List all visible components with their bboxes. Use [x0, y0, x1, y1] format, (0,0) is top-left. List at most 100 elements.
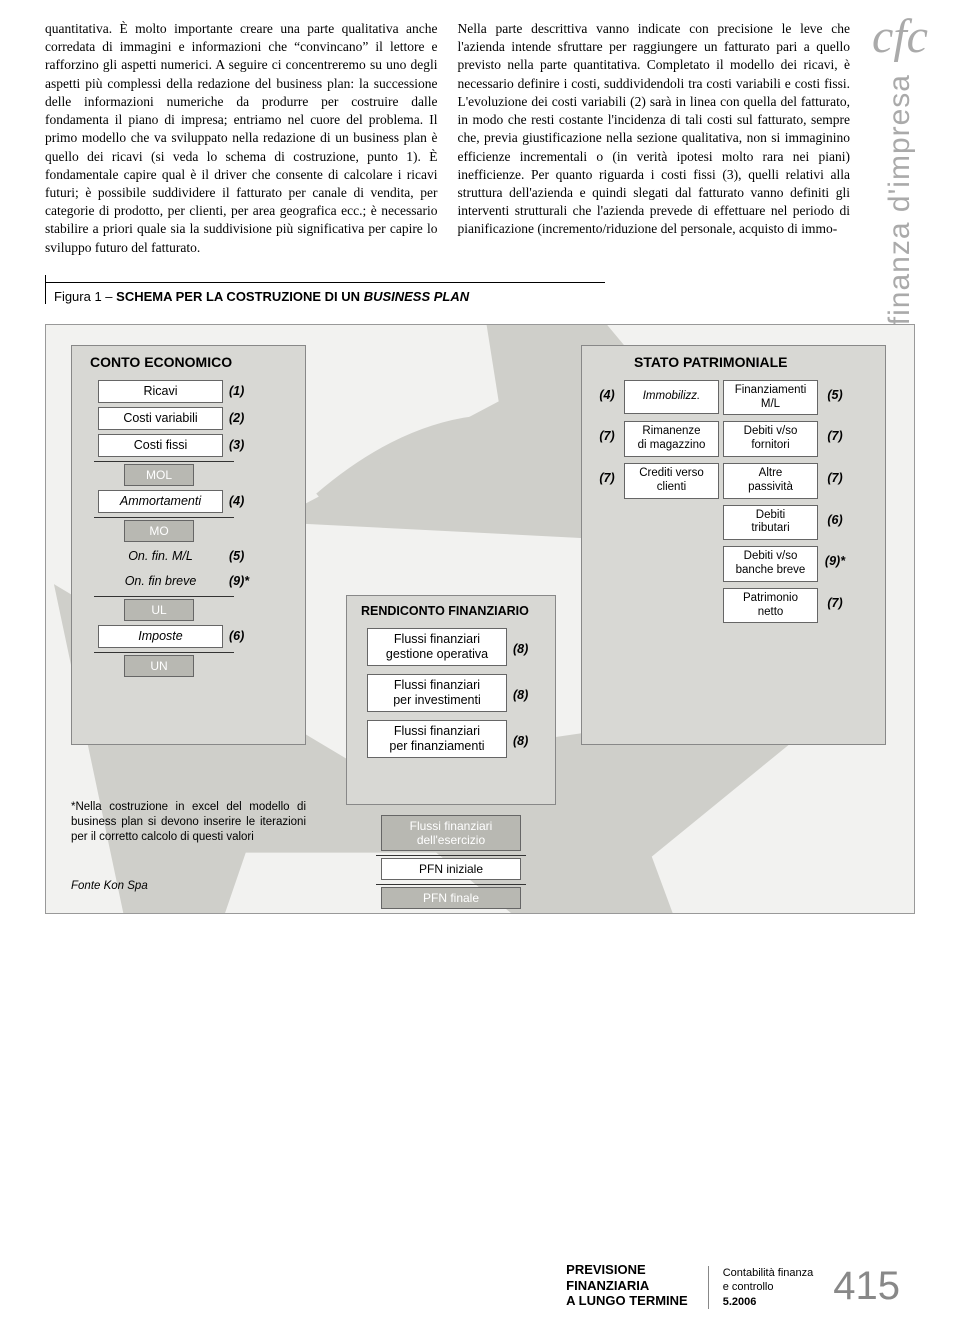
lsep2 [376, 884, 526, 885]
ff2-l2: per investimenti [393, 693, 481, 708]
diagram: CONTO ECONOMICO Ricavi (1) Costi variabi… [45, 324, 915, 914]
conto-title: CONTO ECONOMICO [90, 354, 293, 370]
figure-label: Figura 1 – [54, 289, 113, 304]
idx-8c: (8) [513, 734, 543, 748]
box-mo: MO [124, 520, 194, 542]
debf-l2: fornitori [751, 439, 789, 453]
cred-l2: clienti [657, 481, 686, 495]
si-9r: (9)* [822, 546, 848, 568]
debt-l2: tributari [751, 522, 789, 536]
sbox-finml: Finanziamenti M/L [723, 380, 818, 416]
row-ricavi: Ricavi (1) [84, 380, 293, 403]
figure-main: SCHEMA PER LA COSTRUZIONE DI UN [116, 289, 360, 304]
immob-l: Immobilizz. [643, 390, 701, 404]
row-costfissi: Costi fissi (3) [84, 434, 293, 457]
ffes-l2: dell'esercizio [417, 833, 485, 847]
box-costfissi: Costi fissi [98, 434, 223, 457]
sep-line-3 [94, 596, 234, 597]
box-ffes: Flussi finanziari dell'esercizio [381, 815, 521, 851]
sbox-cred: Crediti verso clienti [624, 463, 719, 499]
sep-line-2 [94, 517, 234, 518]
sp4l [594, 505, 620, 513]
footer: PREVISIONE FINANZIARIA A LUNGO TERMINE C… [566, 1262, 900, 1309]
box-amm: Ammortamenti [98, 490, 223, 513]
sep-line-4 [94, 652, 234, 653]
idx-6: (6) [229, 629, 259, 643]
box-imp: Imposte [98, 625, 223, 648]
row-costvar: Costi variabili (2) [84, 407, 293, 430]
sbox-altre: Altre passività [723, 463, 818, 499]
box-ricavi: Ricavi [98, 380, 223, 403]
stato-title: STATO PATRIMONIALE [634, 354, 873, 370]
column-1: quantitativa. È molto importante creare … [45, 20, 438, 257]
box-ul: UL [124, 599, 194, 621]
box-ff2: Flussi finanziari per investimenti [367, 674, 507, 712]
fm1: Contabilità finanza [723, 1266, 814, 1280]
label-onml: On. fin. M/L [98, 546, 223, 567]
box-un: UN [124, 655, 194, 677]
side-logo: cfc [872, 20, 928, 54]
finml-l1: Finanziamenti [735, 384, 807, 398]
footer-mid: Contabilità finanza e controllo 5.2006 [708, 1266, 814, 1309]
fl2: FINANZIARIA [566, 1278, 688, 1294]
ffes-l1: Flussi finanziari [410, 819, 493, 833]
sbox-immob: Immobilizz. [624, 380, 719, 414]
altre-l1: Altre [759, 467, 783, 481]
pat-l2: netto [758, 606, 784, 620]
si-5r: (5) [822, 380, 848, 402]
sp6l [594, 588, 620, 596]
si-7r2: (7) [822, 463, 848, 485]
fl1: PREVISIONE [566, 1262, 688, 1278]
sbox-debbr: Debiti v/so banche breve [723, 546, 818, 582]
sp5l [594, 546, 620, 554]
sbox-patnet: Patrimonio netto [723, 588, 818, 624]
figure-ital: BUSINESS PLAN [364, 289, 469, 304]
stato-patrimoniale: STATO PATRIMONIALE (4) Immobilizz. Finan… [581, 345, 886, 745]
idx-2: (2) [229, 411, 259, 425]
fm2: e controllo [723, 1280, 814, 1294]
page-number: 415 [833, 1264, 900, 1309]
row-ff3: Flussi finanziari per finanziamenti (8) [359, 720, 543, 762]
ff2-l1: Flussi finanziari [394, 678, 480, 693]
idx-9: (9)* [229, 574, 259, 588]
fl3: A LUNGO TERMINE [566, 1293, 688, 1309]
column-2: Nella parte descrittiva vanno indicate c… [458, 20, 851, 257]
si-7l: (7) [594, 421, 620, 443]
pat-l1: Patrimonio [743, 592, 798, 606]
rend-title: RENDICONTO FINANZIARIO [361, 604, 543, 618]
srow5: Debiti v/so banche breve (9)* [594, 546, 873, 582]
ff1-l2: gestione operativa [386, 647, 488, 662]
idx-3: (3) [229, 438, 259, 452]
si-6r: (6) [822, 505, 848, 527]
figure-title: Figura 1 – SCHEMA PER LA COSTRUZIONE DI … [45, 282, 605, 304]
si-4l: (4) [594, 380, 620, 402]
conto-economico: CONTO ECONOMICO Ricavi (1) Costi variabi… [71, 345, 306, 745]
fm3: 5.2006 [723, 1295, 814, 1309]
idx-8b: (8) [513, 688, 543, 702]
idx-8a: (8) [513, 642, 543, 656]
sep-line [94, 461, 234, 462]
srow6: Patrimonio netto (7) [594, 588, 873, 624]
debbr-l1: Debiti v/so [744, 550, 798, 564]
ff3-l2: per finanziamenti [389, 739, 484, 754]
box-costvar: Costi variabili [98, 407, 223, 430]
lsep1 [376, 855, 526, 856]
fonte: Fonte Kon Spa [71, 880, 148, 892]
box-ff1: Flussi finanziari gestione operativa [367, 628, 507, 666]
row-ff2: Flussi finanziari per investimenti (8) [359, 674, 543, 716]
row-onbr: On. fin breve (9)* [84, 571, 293, 592]
lower-block: Flussi finanziari dell'esercizio PFN ini… [346, 815, 556, 913]
row-imp: Imposte (6) [84, 625, 293, 648]
idx-5: (5) [229, 549, 259, 563]
si-7r: (7) [822, 421, 848, 443]
box-pfnini: PFN iniziale [381, 858, 521, 880]
si-7l2: (7) [594, 463, 620, 485]
sbox-debtrib: Debiti tributari [723, 505, 818, 541]
srow3: (7) Crediti verso clienti Altre passivit… [594, 463, 873, 499]
sbox-rim: Rimanenze di magazzino [624, 421, 719, 457]
box-pfnfin: PFN finale [381, 887, 521, 909]
altre-l2: passività [748, 481, 793, 495]
box-mol: MOL [124, 464, 194, 486]
debt-l1: Debiti [756, 509, 785, 523]
rendiconto: RENDICONTO FINANZIARIO Flussi finanziari… [346, 595, 556, 805]
